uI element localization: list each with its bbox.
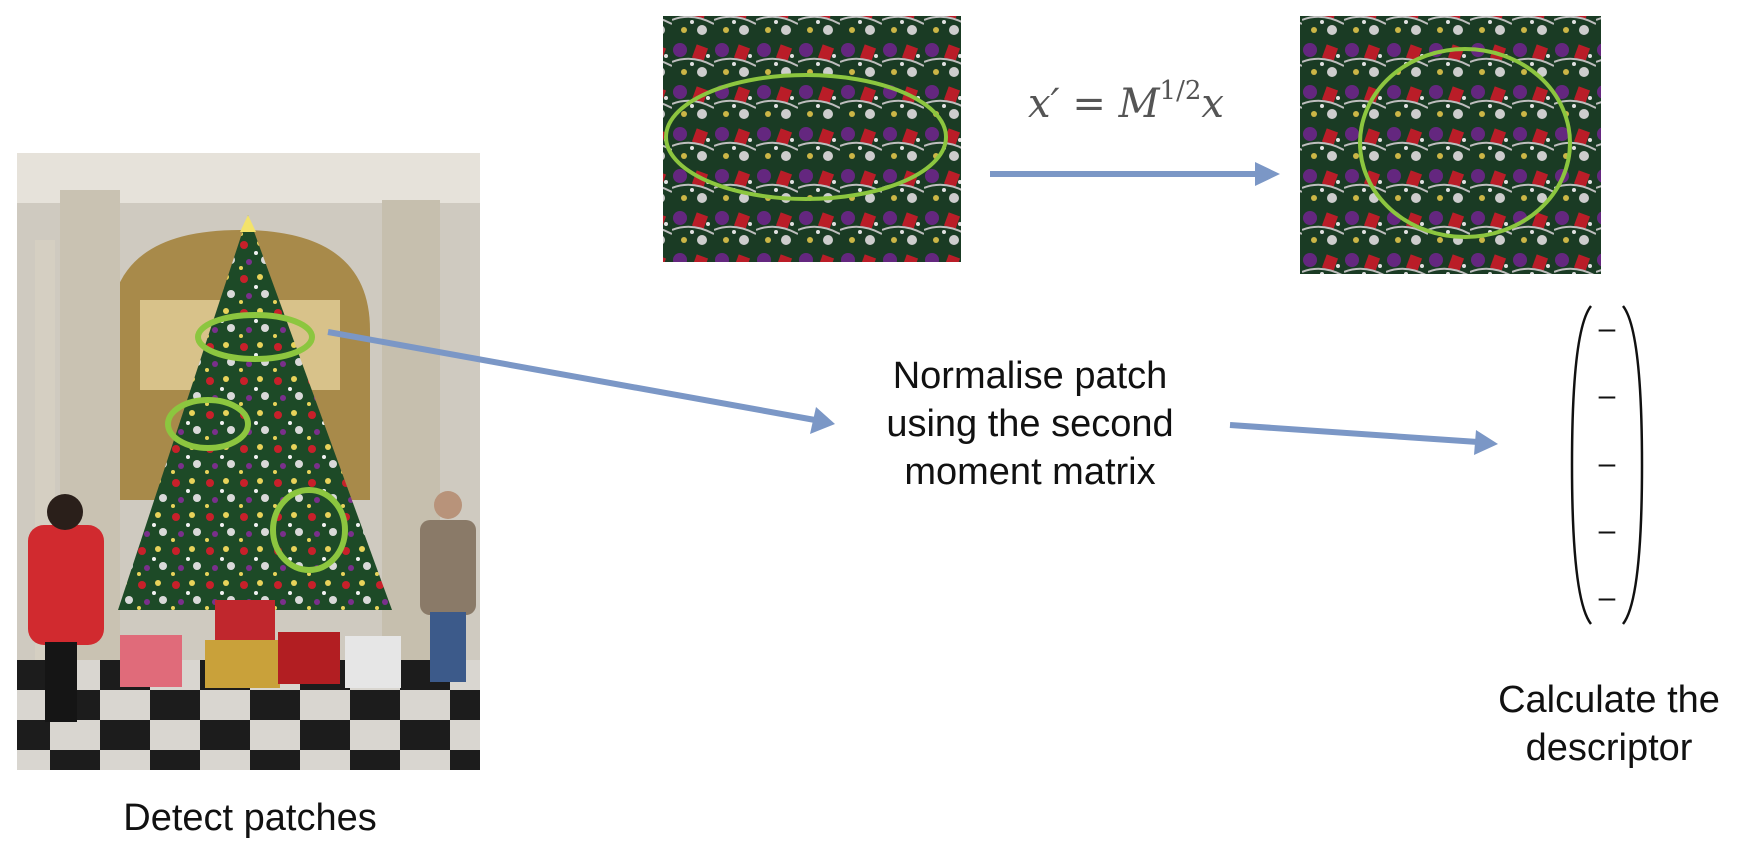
formula-lhs: x′ = M xyxy=(1028,81,1160,127)
normalise-caption-line: using the second xyxy=(886,403,1174,445)
detected-patch-ellipse xyxy=(270,487,348,573)
normalisation-formula: x′ = M1/2x xyxy=(1028,76,1224,127)
normalise-caption: Normalise patch using the second moment … xyxy=(830,352,1230,496)
detected-patch-ellipse xyxy=(165,397,251,451)
formula-exponent: 1/2 xyxy=(1159,76,1202,106)
descriptor-vector xyxy=(1570,305,1644,625)
descriptor-entry: – xyxy=(1598,514,1616,547)
descriptor-entry: – xyxy=(1598,379,1616,412)
detected-patch-ellipse xyxy=(195,312,315,362)
normalise-caption-line: moment matrix xyxy=(904,451,1156,493)
patch-after-photo xyxy=(1300,16,1601,274)
descriptor-caption-line: descriptor xyxy=(1525,727,1693,769)
descriptor-caption: Calculate the descriptor xyxy=(1470,676,1748,772)
normalise-caption-line: Normalise patch xyxy=(892,355,1168,397)
arrow-patch-before-to-after xyxy=(990,162,1280,186)
descriptor-entry: – xyxy=(1598,581,1616,614)
patch-before-photo xyxy=(663,16,961,262)
detect-patches-caption: Detect patches xyxy=(123,797,377,839)
patch-after-ellipse xyxy=(1358,47,1572,239)
formula-rhs: x xyxy=(1201,81,1224,127)
descriptor-caption-line: Calculate the xyxy=(1498,679,1720,721)
descriptor-entry: – xyxy=(1598,447,1616,480)
arrow-normalise-to-descriptor xyxy=(1229,422,1498,455)
patch-before-ellipse xyxy=(664,73,948,201)
descriptor-entry: – xyxy=(1598,312,1616,345)
arrow-scene-to-normalise xyxy=(327,329,835,434)
